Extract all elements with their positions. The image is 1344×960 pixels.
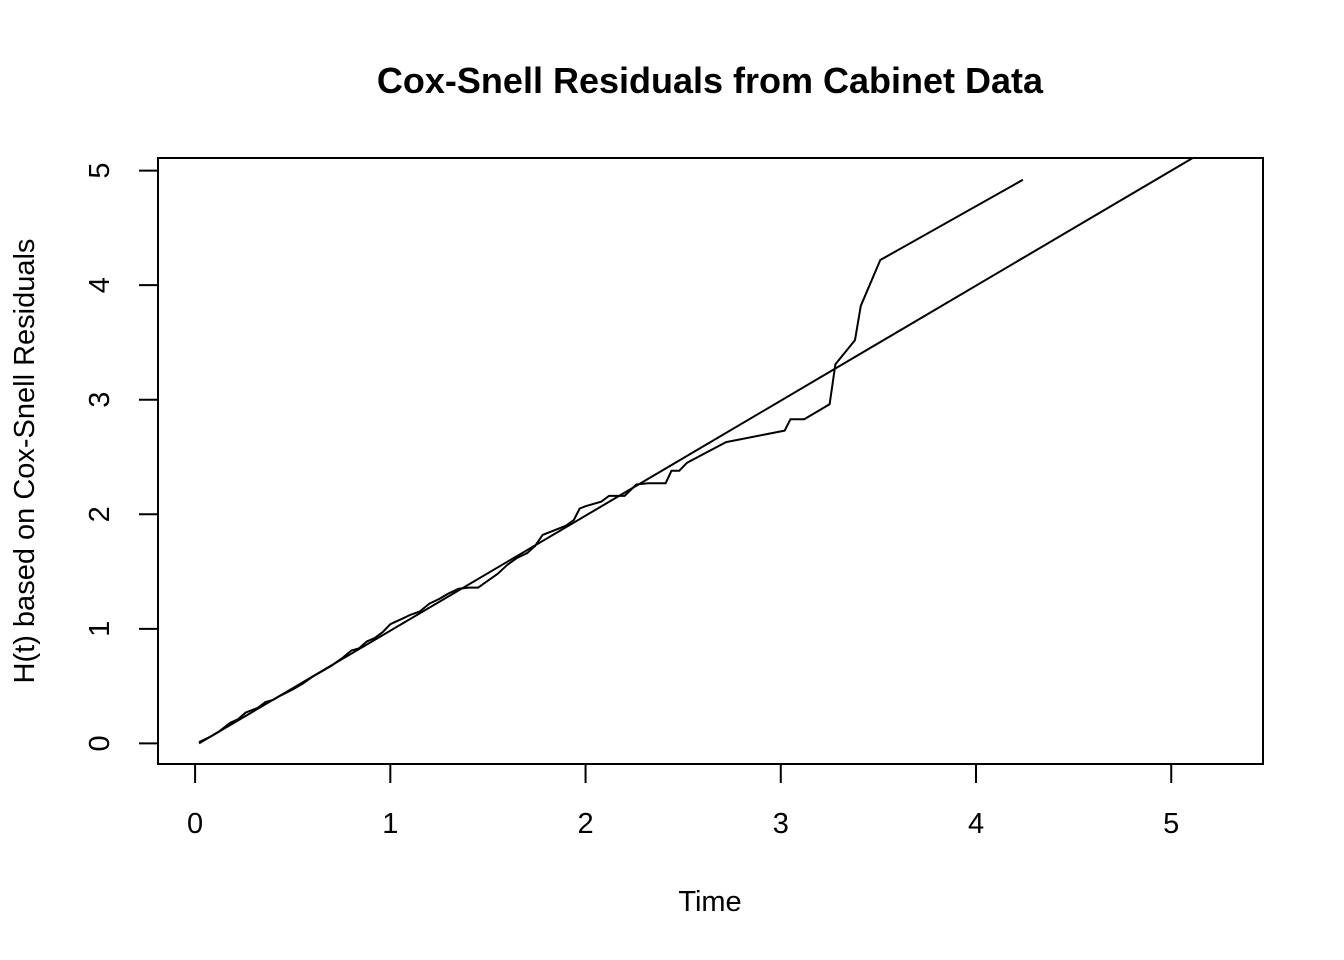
cumulative-hazard-line (198, 178, 1024, 744)
x-tick-label: 4 (968, 808, 984, 840)
x-tick-label: 1 (382, 808, 398, 840)
x-tick-label: 2 (577, 808, 593, 840)
x-tick-label: 0 (187, 808, 203, 840)
y-tick-label: 5 (84, 163, 116, 179)
y-axis: 0 1 2 3 4 5 (84, 163, 158, 751)
x-tick-label: 3 (773, 808, 789, 840)
y-axis-label: H(t) based on Cox-Snell Residuals (9, 239, 41, 684)
x-axis-label: Time (678, 886, 741, 918)
plot-area (198, 158, 1194, 745)
y-tick-label: 2 (84, 506, 116, 522)
y-tick-label: 0 (84, 735, 116, 751)
y-tick-label: 1 (84, 621, 116, 637)
x-tick-label: 5 (1163, 808, 1179, 840)
reference-line (198, 158, 1194, 745)
plot-frame (157, 157, 1264, 765)
y-tick-label: 3 (84, 392, 116, 408)
chart-title: Cox-Snell Residuals from Cabinet Data (377, 60, 1044, 101)
y-tick-label: 4 (84, 277, 116, 293)
x-axis: 0 1 2 3 4 5 (187, 764, 1179, 840)
